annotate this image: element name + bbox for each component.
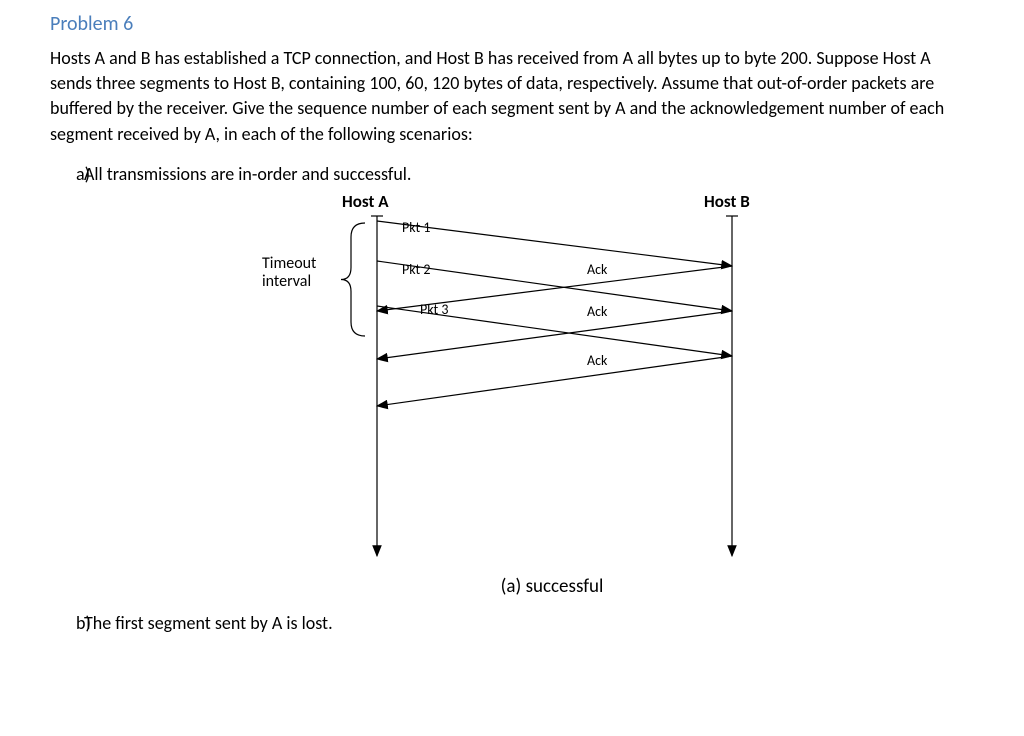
item-b-marker: b) (50, 612, 84, 634)
tcp-diagram: Host A Host B Timeout interval Pkt 1 Pkt… (192, 191, 832, 571)
item-b-text: The first segment sent by A is lost. (84, 612, 974, 634)
diagram-svg (192, 191, 832, 571)
diagram-container: Host A Host B Timeout interval Pkt 1 Pkt… (50, 191, 974, 571)
item-a-marker: a) (50, 163, 84, 185)
problem-title: Problem 6 (50, 12, 974, 36)
item-b: b) The first segment sent by A is lost. (50, 612, 974, 634)
diagram-caption: (a) successful (130, 575, 974, 598)
item-a-text: All transmissions are in-order and succe… (84, 163, 974, 185)
item-a: a) All transmissions are in-order and su… (50, 163, 974, 185)
problem-paragraph: Hosts A and B has established a TCP conn… (50, 46, 974, 147)
